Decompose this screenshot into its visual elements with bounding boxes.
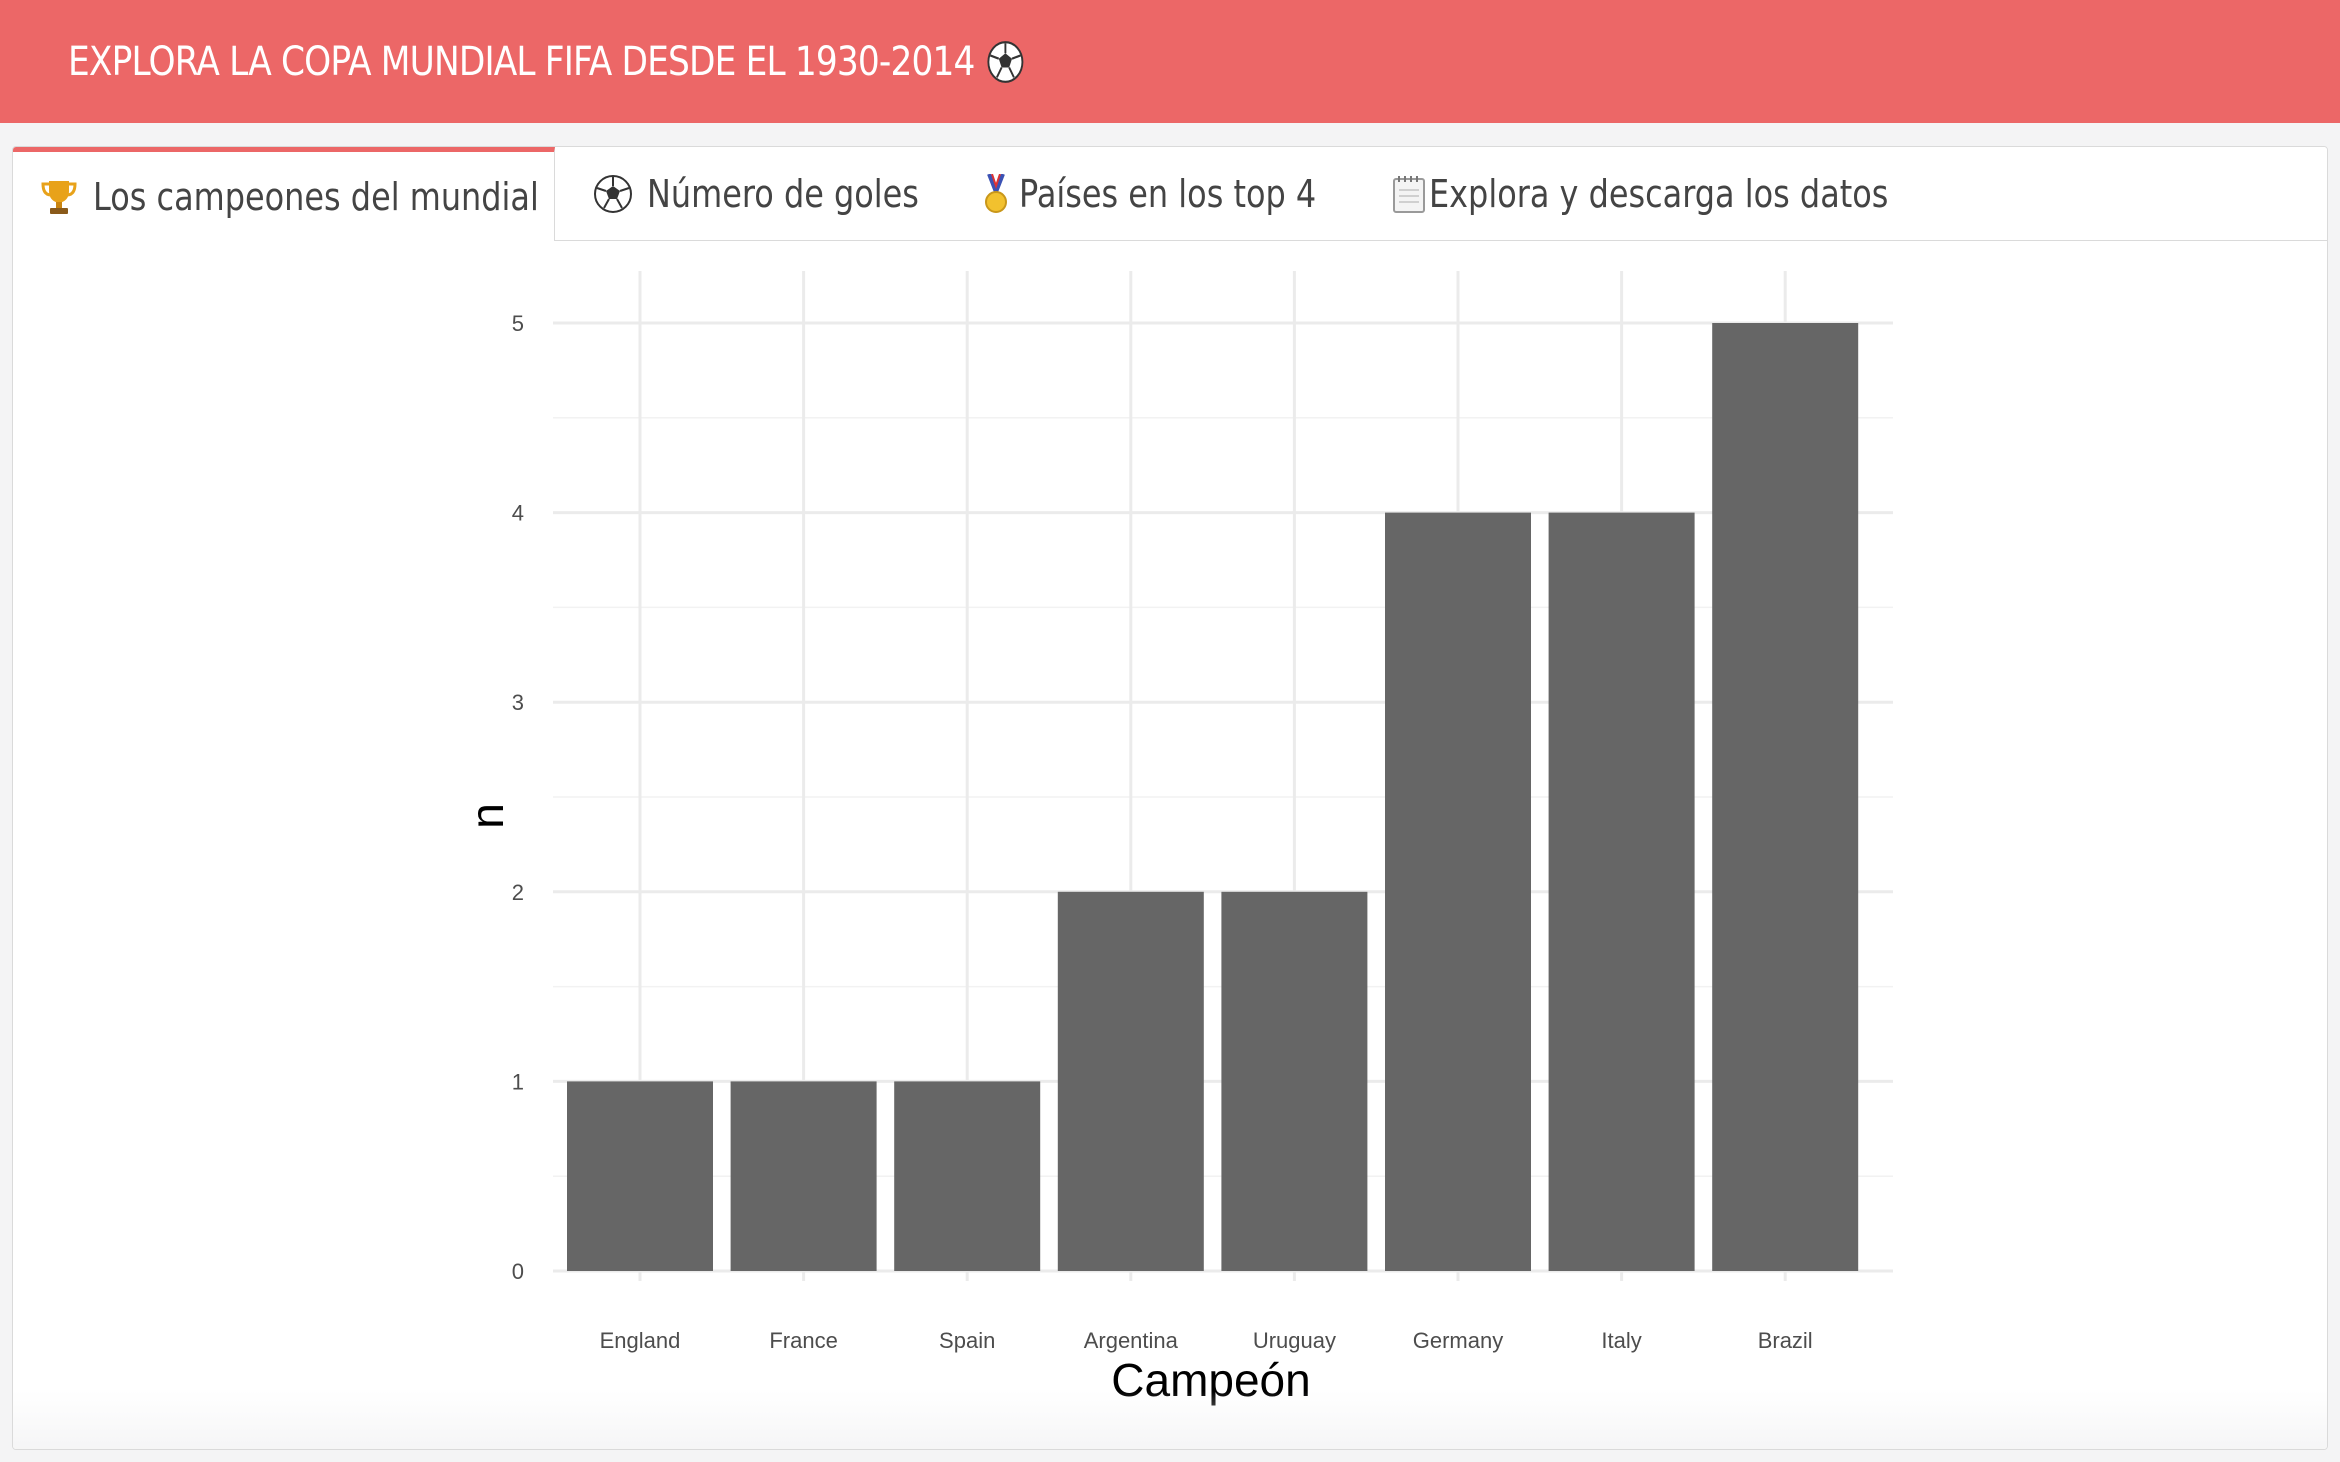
tab-goles[interactable]: Número de goles — [593, 147, 971, 241]
x-tick-label: Uruguay — [1253, 1328, 1336, 1353]
x-tick-label: Brazil — [1758, 1328, 1813, 1353]
tab-datos[interactable]: Explora y descarga los datos — [1391, 147, 1976, 241]
chart-panel: England France Spain Argentina Uruguay German… — [13, 241, 2327, 1449]
x-tick-label: England — [600, 1328, 681, 1353]
bar-brazil — [1712, 323, 1859, 1271]
bar-spain — [894, 1081, 1041, 1271]
tab-bar: Los campeones del mundial Número de gole… — [13, 147, 2327, 242]
x-axis-ticks: England France Spain Argentina Uruguay German… — [600, 1328, 1813, 1353]
y-tick-label: 4 — [512, 501, 524, 526]
soccer-ball-icon — [987, 40, 1024, 83]
notepad-icon — [1393, 176, 1425, 213]
soccer-ball-icon — [594, 175, 632, 213]
bar-argentina — [1057, 891, 1204, 1271]
trophy-icon — [41, 181, 77, 214]
tab-top4-label: Países en los top 4 — [1019, 172, 1317, 216]
app-header: EXPLORA LA COPA MUNDIAL FIFA DESDE EL 19… — [0, 0, 2340, 123]
tab-goles-label: Número de goles — [647, 172, 919, 216]
bar-england — [567, 1081, 713, 1271]
y-axis-ticks: 0 1 2 3 4 5 — [512, 311, 524, 1284]
y-tick-label: 1 — [512, 1069, 524, 1094]
bar-uruguay — [1221, 891, 1368, 1271]
tab-datos-label: Explora y descarga los datos — [1429, 172, 1889, 216]
bars — [567, 323, 1859, 1271]
x-tick-label: Spain — [939, 1328, 995, 1353]
tab-top4[interactable]: Países en los top 4 — [981, 147, 1373, 241]
tab-campeones[interactable]: Los campeones del mundial — [13, 147, 555, 242]
x-tick-label: Germany — [1413, 1328, 1503, 1353]
y-tick-label: 2 — [512, 880, 524, 905]
y-tick-label: 3 — [512, 690, 524, 715]
x-tick-label: Argentina — [1084, 1328, 1179, 1353]
app-title-wrap: EXPLORA LA COPA MUNDIAL FIFA DESDE EL 19… — [68, 39, 1024, 85]
bottom-fade — [13, 1391, 2327, 1449]
y-axis-label: n — [461, 803, 513, 829]
x-tick-label: Italy — [1601, 1328, 1641, 1353]
bar-germany — [1385, 512, 1531, 1271]
app-title: EXPLORA LA COPA MUNDIAL FIFA DESDE EL 19… — [68, 38, 975, 85]
champions-bar-chart: England France Spain Argentina Uruguay German… — [461, 271, 1893, 1406]
x-tick-label: France — [769, 1328, 837, 1353]
tab-campeones-label: Los campeones del mundial — [93, 175, 539, 219]
bar-italy — [1548, 512, 1695, 1271]
bar-france — [730, 1081, 877, 1271]
y-tick-label: 0 — [512, 1259, 524, 1284]
medal-icon — [985, 174, 1007, 213]
y-tick-label: 5 — [512, 311, 524, 336]
main-card: Los campeones del mundial Número de gole… — [12, 146, 2328, 1450]
